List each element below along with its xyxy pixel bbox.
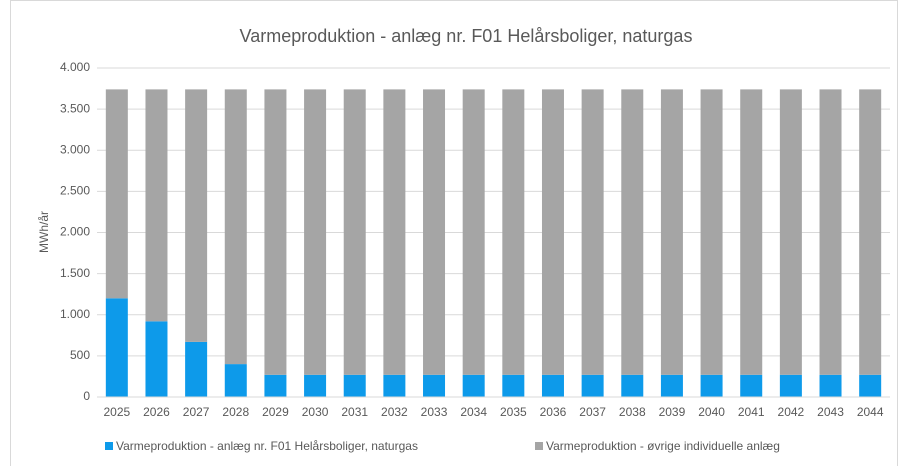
bar-segment <box>779 89 802 375</box>
y-tick-label: 2.500 <box>60 184 90 198</box>
bar-segment <box>264 374 287 397</box>
bar-segment <box>105 89 128 299</box>
x-tick-label: 2039 <box>659 405 686 419</box>
x-tick-label: 2029 <box>262 405 289 419</box>
bar-segment <box>779 374 802 397</box>
bar-segment <box>819 89 842 375</box>
bar-segment <box>462 374 485 397</box>
x-tick-label: 2041 <box>738 405 765 419</box>
bar-segment <box>304 89 327 375</box>
bar-segment <box>423 89 446 375</box>
bar-segment <box>700 89 723 375</box>
bar-segment <box>304 374 327 397</box>
bar-segment <box>343 89 366 375</box>
x-tick-label: 2036 <box>540 405 567 419</box>
legend-label: Varmeproduktion - anlæg nr. F01 Helårsbo… <box>116 439 418 453</box>
bar-segment <box>700 374 723 397</box>
y-tick-label: 1.500 <box>60 266 90 280</box>
x-tick-label: 2031 <box>341 405 368 419</box>
bar-segment <box>621 374 644 397</box>
bar-segment <box>185 89 208 342</box>
bar-segment <box>859 374 882 397</box>
y-tick-label: 1.000 <box>60 307 90 321</box>
bar-segment <box>462 89 485 375</box>
legend-swatch <box>105 442 113 450</box>
legend-label: Varmeproduktion - øvrige individuelle an… <box>546 439 780 453</box>
x-tick-label: 2033 <box>421 405 448 419</box>
chart-frame <box>10 0 898 466</box>
y-tick-label: 3.000 <box>60 142 90 156</box>
bar-segment <box>264 89 287 375</box>
chart-title: Varmeproduktion - anlæg nr. F01 Helårsbo… <box>240 26 693 46</box>
x-tick-label: 2027 <box>183 405 210 419</box>
bar-segment <box>581 374 604 397</box>
bar-segment <box>660 374 683 397</box>
x-tick-label: 2034 <box>460 405 487 419</box>
bar-segment <box>383 374 406 397</box>
x-tick-label: 2025 <box>103 405 130 419</box>
bar-segment <box>740 89 763 375</box>
x-tick-label: 2028 <box>222 405 249 419</box>
bar-segment <box>185 341 208 397</box>
bar-segment <box>502 89 525 375</box>
bar-segment <box>145 89 168 322</box>
y-tick-label: 3.500 <box>60 101 90 115</box>
legend-swatch <box>535 442 543 450</box>
bar-segment <box>541 89 564 375</box>
bar-segment <box>740 374 763 397</box>
bar-segment <box>502 374 525 397</box>
bar-segment <box>541 374 564 397</box>
x-tick-label: 2037 <box>579 405 606 419</box>
bar-segment <box>145 321 168 397</box>
bar-segment <box>423 374 446 397</box>
y-tick-label: 500 <box>70 348 90 362</box>
x-tick-label: 2040 <box>698 405 725 419</box>
y-axis-label: MWh/år <box>37 211 51 253</box>
x-tick-label: 2043 <box>817 405 844 419</box>
bar-segment <box>660 89 683 375</box>
x-tick-label: 2038 <box>619 405 646 419</box>
y-tick-label: 2.000 <box>60 225 90 239</box>
y-tick-label: 0 <box>83 389 90 403</box>
bar-segment <box>224 364 247 397</box>
bar-segment <box>383 89 406 375</box>
y-tick-label: 4.000 <box>60 60 90 74</box>
bar-segment <box>819 374 842 397</box>
bar-segment <box>224 89 247 365</box>
x-tick-label: 2044 <box>857 405 884 419</box>
bar-segment <box>343 374 366 397</box>
bar-segment <box>859 89 882 375</box>
x-tick-label: 2035 <box>500 405 527 419</box>
bar-segment <box>581 89 604 375</box>
x-tick-label: 2042 <box>778 405 805 419</box>
x-tick-label: 2032 <box>381 405 408 419</box>
x-tick-label: 2030 <box>302 405 329 419</box>
x-tick-label: 2026 <box>143 405 170 419</box>
bar-segment <box>105 298 128 397</box>
bar-segment <box>621 89 644 375</box>
